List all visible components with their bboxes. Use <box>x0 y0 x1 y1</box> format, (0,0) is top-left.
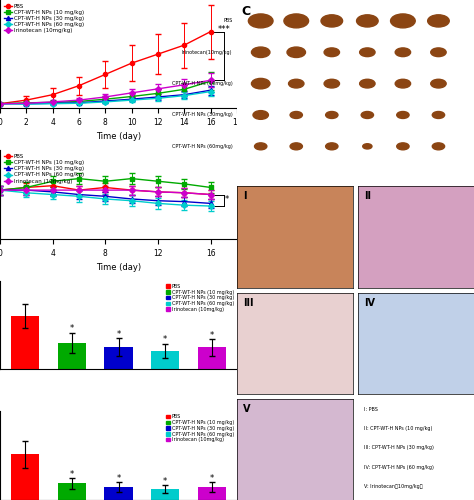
Bar <box>58 484 86 500</box>
Text: V: Irinotecan（10mg/kg）: V: Irinotecan（10mg/kg） <box>364 484 423 489</box>
Ellipse shape <box>397 143 409 150</box>
Ellipse shape <box>321 15 343 27</box>
Bar <box>11 454 39 500</box>
Ellipse shape <box>431 48 446 56</box>
Bar <box>104 486 133 500</box>
Ellipse shape <box>251 78 270 89</box>
Bar <box>151 351 179 370</box>
Text: Irinotecan(10mg/kg): Irinotecan(10mg/kg) <box>182 50 232 55</box>
Text: I: I <box>243 192 246 202</box>
Bar <box>58 343 86 369</box>
Legend: PBS, CPT-WT-H NPs (10 mg/kg), CPT-WT-H NPs (30 mg/kg), CPT-WT-H NPs (60 mg/kg), : PBS, CPT-WT-H NPs (10 mg/kg), CPT-WT-H N… <box>3 3 85 34</box>
Ellipse shape <box>289 80 304 88</box>
Ellipse shape <box>290 143 302 150</box>
Ellipse shape <box>397 112 409 118</box>
Legend: PBS, CPT-WT-H NPs (10 mg/kg), CPT-WT-H NPs (30 mg/kg), CPT-WT-H NPs (60 mg/kg), : PBS, CPT-WT-H NPs (10 mg/kg), CPT-WT-H N… <box>165 414 235 443</box>
Ellipse shape <box>361 112 374 118</box>
Bar <box>198 487 226 500</box>
Ellipse shape <box>432 143 445 150</box>
Text: *: * <box>210 330 214 340</box>
Ellipse shape <box>326 143 338 150</box>
Text: *: * <box>163 477 167 486</box>
Text: PBS: PBS <box>223 18 232 24</box>
Text: *: * <box>70 470 74 479</box>
X-axis label: Time (day): Time (day) <box>96 132 141 141</box>
Ellipse shape <box>395 80 410 88</box>
Ellipse shape <box>284 14 309 28</box>
Legend: PBS, CPT-WT-H NPs (10 mg/kg), CPT-WT-H NPs (30 mg/kg), CPT-WT-H NPs (60 mg/kg), : PBS, CPT-WT-H NPs (10 mg/kg), CPT-WT-H N… <box>165 284 235 312</box>
Ellipse shape <box>360 48 375 56</box>
Ellipse shape <box>395 48 410 56</box>
Bar <box>198 348 226 370</box>
Text: III: CPT-WT-H NPs (30 mg/kg): III: CPT-WT-H NPs (30 mg/kg) <box>364 446 434 450</box>
Text: F: F <box>242 192 250 205</box>
Ellipse shape <box>356 15 378 27</box>
X-axis label: Time (day): Time (day) <box>96 263 141 272</box>
Ellipse shape <box>255 143 267 150</box>
Ellipse shape <box>432 112 445 118</box>
Ellipse shape <box>428 15 449 27</box>
Legend: PBS, CPT-WT-H NPs (10 mg/kg), CPT-WT-H NPs (30 mg/kg), CPT-WT-H NPs (60 mg/kg), : PBS, CPT-WT-H NPs (10 mg/kg), CPT-WT-H N… <box>3 153 85 184</box>
Text: III: III <box>243 298 253 308</box>
Ellipse shape <box>287 47 305 58</box>
Ellipse shape <box>248 14 273 28</box>
Text: CPT-WT-H NPs (10mg/kg): CPT-WT-H NPs (10mg/kg) <box>172 81 232 86</box>
Ellipse shape <box>290 112 302 118</box>
Ellipse shape <box>324 48 339 56</box>
Ellipse shape <box>360 80 375 88</box>
Ellipse shape <box>326 112 338 118</box>
Text: CPT-WT-H NPs (60mg/kg): CPT-WT-H NPs (60mg/kg) <box>172 144 232 149</box>
Text: II: CPT-WT-H NPs (10 mg/kg): II: CPT-WT-H NPs (10 mg/kg) <box>364 426 433 431</box>
Ellipse shape <box>363 144 372 149</box>
Text: *: * <box>70 324 74 333</box>
Text: CPT-WT-H NPs (30mg/kg): CPT-WT-H NPs (30mg/kg) <box>172 112 232 117</box>
Text: II: II <box>364 192 371 202</box>
Text: *: * <box>210 474 214 484</box>
Bar <box>151 489 179 500</box>
Ellipse shape <box>251 47 270 58</box>
Text: IV: IV <box>364 298 375 308</box>
Text: *: * <box>225 194 229 203</box>
Text: ***: *** <box>217 24 230 34</box>
Bar <box>104 348 133 370</box>
Ellipse shape <box>324 80 339 88</box>
Text: *: * <box>117 330 120 339</box>
Text: I: PBS: I: PBS <box>364 407 378 412</box>
Text: *: * <box>117 474 120 483</box>
Text: IV: CPT-WT-H NPs (60 mg/kg): IV: CPT-WT-H NPs (60 mg/kg) <box>364 464 434 469</box>
Ellipse shape <box>431 80 446 88</box>
Text: *: * <box>163 336 167 344</box>
Text: V: V <box>243 404 250 414</box>
Text: C: C <box>242 5 251 18</box>
Ellipse shape <box>391 14 415 28</box>
Bar <box>11 316 39 370</box>
Ellipse shape <box>253 110 268 120</box>
